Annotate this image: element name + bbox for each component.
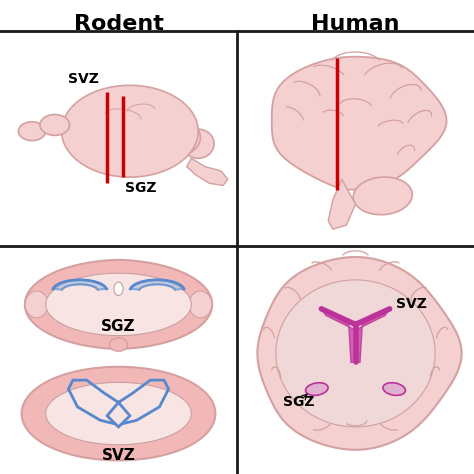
Text: SVZ: SVZ — [396, 297, 428, 311]
Text: SGZ: SGZ — [125, 181, 157, 195]
Polygon shape — [276, 280, 435, 427]
Ellipse shape — [182, 129, 214, 158]
Text: SVZ: SVZ — [101, 448, 136, 464]
Polygon shape — [22, 367, 215, 460]
Polygon shape — [46, 383, 191, 445]
Polygon shape — [187, 158, 228, 185]
Ellipse shape — [189, 291, 212, 318]
Ellipse shape — [25, 291, 48, 318]
Text: SVZ: SVZ — [68, 72, 100, 86]
Polygon shape — [25, 260, 212, 349]
Ellipse shape — [306, 383, 328, 395]
Polygon shape — [272, 57, 447, 190]
Polygon shape — [53, 280, 107, 290]
Ellipse shape — [150, 118, 201, 156]
Polygon shape — [328, 179, 356, 229]
Ellipse shape — [40, 115, 70, 136]
Text: SGZ: SGZ — [101, 319, 136, 334]
Ellipse shape — [383, 383, 405, 395]
Polygon shape — [46, 273, 191, 336]
Ellipse shape — [353, 177, 412, 215]
Polygon shape — [130, 280, 184, 290]
Polygon shape — [321, 309, 390, 362]
Ellipse shape — [18, 122, 46, 141]
Ellipse shape — [109, 338, 128, 351]
Polygon shape — [107, 402, 130, 427]
Text: SGZ: SGZ — [283, 395, 314, 410]
Text: Human: Human — [311, 14, 400, 34]
Ellipse shape — [114, 282, 123, 295]
Text: Rodent: Rodent — [73, 14, 164, 34]
Polygon shape — [257, 257, 462, 450]
Polygon shape — [62, 85, 198, 177]
